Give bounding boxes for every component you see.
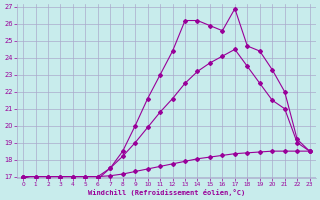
X-axis label: Windchill (Refroidissement éolien,°C): Windchill (Refroidissement éolien,°C) bbox=[88, 189, 245, 196]
